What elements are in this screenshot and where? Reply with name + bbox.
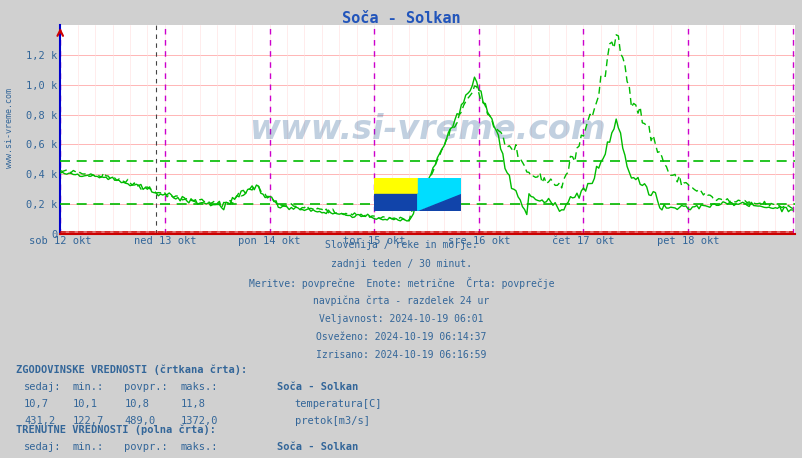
- Text: www.si-vreme.com: www.si-vreme.com: [5, 88, 14, 168]
- Text: Soča - Solkan: Soča - Solkan: [342, 11, 460, 27]
- Text: Osveženo: 2024-10-19 06:14:37: Osveženo: 2024-10-19 06:14:37: [316, 332, 486, 342]
- Text: 10,7: 10,7: [24, 399, 49, 409]
- Text: temperatura[C]: temperatura[C]: [294, 399, 382, 409]
- Text: TRENUTNE VREDNOSTI (polna črta):: TRENUTNE VREDNOSTI (polna črta):: [16, 425, 216, 435]
- Text: povpr.:: povpr.:: [124, 382, 168, 392]
- Bar: [374, 194, 417, 211]
- Text: www.si-vreme.com: www.si-vreme.com: [249, 113, 606, 146]
- Text: navpična črta - razdelek 24 ur: navpična črta - razdelek 24 ur: [313, 295, 489, 306]
- Text: 10,1: 10,1: [72, 399, 97, 409]
- Text: sedaj:: sedaj:: [24, 382, 62, 392]
- Text: min.:: min.:: [72, 382, 103, 392]
- Text: pretok[m3/s]: pretok[m3/s]: [294, 416, 369, 426]
- Text: Meritve: povprečne  Enote: metrične  Črta: povprečje: Meritve: povprečne Enote: metrične Črta:…: [249, 277, 553, 289]
- Text: sedaj:: sedaj:: [24, 442, 62, 452]
- Text: maks.:: maks.:: [180, 442, 218, 452]
- Text: 10,8: 10,8: [124, 399, 149, 409]
- Text: ZGODOVINSKE VREDNOSTI (črtkana črta):: ZGODOVINSKE VREDNOSTI (črtkana črta):: [16, 364, 247, 375]
- Text: 431,2: 431,2: [24, 416, 55, 426]
- Polygon shape: [417, 194, 461, 211]
- Text: maks.:: maks.:: [180, 382, 218, 392]
- Text: Izrisano: 2024-10-19 06:16:59: Izrisano: 2024-10-19 06:16:59: [316, 350, 486, 360]
- Text: min.:: min.:: [72, 442, 103, 452]
- Polygon shape: [417, 194, 461, 211]
- Text: povpr.:: povpr.:: [124, 442, 168, 452]
- Text: 489,0: 489,0: [124, 416, 156, 426]
- Bar: [417, 178, 461, 194]
- Text: Soča - Solkan: Soča - Solkan: [277, 382, 358, 392]
- Text: 122,7: 122,7: [72, 416, 103, 426]
- Text: Soča - Solkan: Soča - Solkan: [277, 442, 358, 452]
- Bar: [374, 178, 417, 194]
- Text: 11,8: 11,8: [180, 399, 205, 409]
- Text: Slovenija / reke in morje.: Slovenija / reke in morje.: [325, 240, 477, 251]
- Text: Veljavnost: 2024-10-19 06:01: Veljavnost: 2024-10-19 06:01: [319, 314, 483, 324]
- Text: zadnji teden / 30 minut.: zadnji teden / 30 minut.: [330, 259, 472, 269]
- Text: 1372,0: 1372,0: [180, 416, 218, 426]
